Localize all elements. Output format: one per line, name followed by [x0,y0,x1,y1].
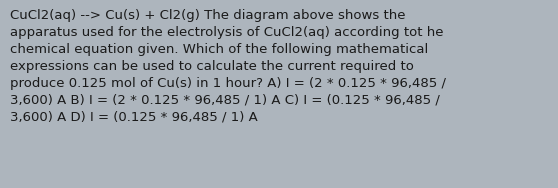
Text: CuCl2(aq) --> Cu(s) + Cl2(g) The diagram above shows the
apparatus used for the : CuCl2(aq) --> Cu(s) + Cl2(g) The diagram… [10,9,446,123]
